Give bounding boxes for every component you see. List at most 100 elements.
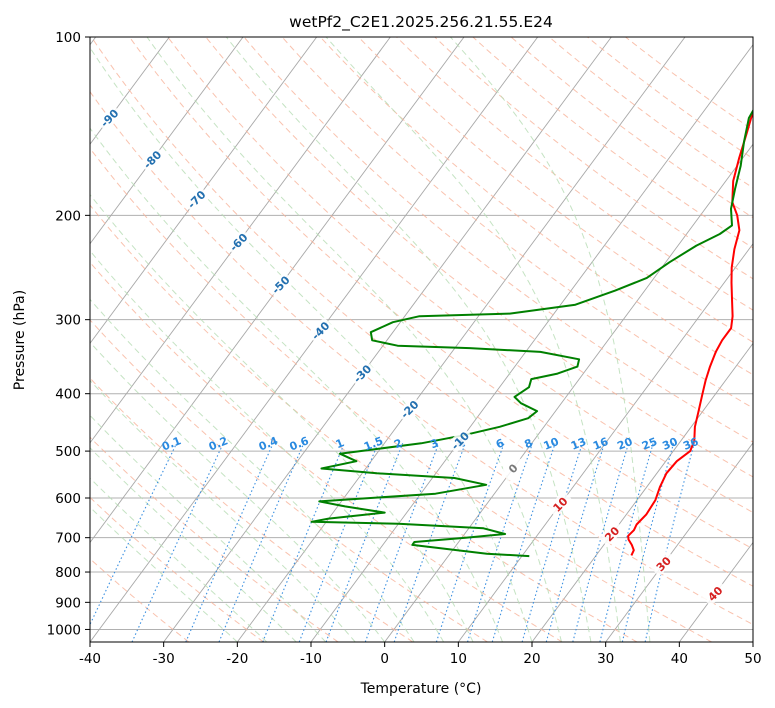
dry-adiabat-line [90, 37, 753, 587]
isotherm-line [163, 37, 612, 642]
x-tick-label: 40 [671, 651, 688, 667]
mixing-ratio-label: 13 [569, 435, 588, 453]
mixing-ratio-label: 20 [615, 435, 634, 453]
mixing-ratio-label: 10 [542, 435, 561, 453]
dry-adiabat-line [358, 37, 753, 343]
isotherm-line [90, 37, 391, 444]
moist-adiabat-line [450, 37, 651, 642]
y-tick-label: 900 [55, 595, 81, 611]
isotherm-label-bg [396, 395, 423, 423]
plot-frame [89, 36, 754, 643]
mixing-ratio-label: 36 [681, 435, 700, 453]
moist-adiabat-line [90, 298, 415, 642]
mixing-ratio-line [491, 443, 556, 642]
isotherm-label-bg [183, 185, 210, 213]
chart-title: wetPf2_C2E1.2025.256.21.55.E24 [289, 13, 553, 32]
dry-adiabat-line [396, 37, 753, 311]
y-tick-label: 700 [55, 531, 81, 547]
isotherm-line [90, 37, 170, 146]
x-tick-label: -30 [153, 651, 175, 667]
isotherm-label: 0 [499, 455, 526, 482]
y-tick-label: 600 [55, 491, 81, 507]
mixing-ratio-line [131, 443, 224, 642]
dry-adiabat-line [167, 37, 753, 514]
isotherm-line [605, 442, 753, 642]
mixing-ratio-line [545, 443, 605, 642]
mixing-ratio-label: 25 [640, 435, 659, 453]
mixing-ratio-line [393, 443, 466, 642]
axes: -40 -30 -20 -10 0 10 20 30 40 5010020030040050060… [47, 30, 762, 667]
mixing-ratio-label: 16 [591, 435, 610, 453]
x-tick-label: 20 [523, 651, 540, 667]
dry-adiabat-line [90, 377, 414, 642]
mixing-ratio-line [466, 443, 534, 642]
moist-adiabat-line [90, 506, 238, 642]
moist-adiabat-line [325, 37, 621, 642]
x-tick-label: -20 [226, 651, 248, 667]
x-axis-label: Temperature (°C) [360, 681, 482, 697]
isotherm-label-bg [225, 228, 252, 255]
isotherm-label-bg [138, 146, 166, 173]
x-tick-label: 30 [597, 651, 614, 667]
isotherm-line [310, 43, 753, 642]
isotherm-line [90, 37, 465, 544]
y-tick-label: 200 [55, 208, 81, 224]
mixing-ratio-label: 8 [523, 436, 535, 451]
moist-adiabat-line [225, 37, 592, 642]
mixing-ratio-label: 3 [429, 436, 441, 451]
mixing-ratio-line [621, 443, 675, 642]
x-tick-label: -10 [300, 651, 322, 667]
dry-adiabat-line [90, 261, 563, 642]
mixing-ratio-line [521, 443, 583, 642]
mixing-ratio-line [435, 443, 505, 642]
dry-adiabat-line [319, 37, 753, 376]
moist-adiabat-line [90, 127, 503, 642]
isotherm-label-bg [95, 104, 123, 131]
isotherm-label-bg [546, 490, 573, 518]
mixing-ratio-label: 30 [661, 435, 680, 453]
moist-adiabat-line [146, 37, 562, 642]
mixing-ratio-label: 1 [334, 436, 346, 451]
mixing-ratio-line [90, 443, 178, 626]
x-tick-label: 0 [380, 651, 389, 667]
isotherm-label-bg [267, 271, 294, 298]
isotherm-line [90, 37, 244, 245]
mixing-ratio-line [599, 443, 654, 642]
isotherm-label-bg [701, 580, 728, 607]
isotherm-line [236, 37, 686, 642]
y-tick-label: 800 [55, 565, 81, 581]
isotherm-label-bg [446, 427, 473, 454]
mixing-ratio-line [644, 443, 695, 642]
moist-adiabat-line [90, 447, 297, 642]
isotherm-label-bg [307, 317, 334, 344]
y-tick-label: 400 [55, 387, 81, 403]
moist-adiabat-line [90, 414, 327, 642]
isotherm-label-bg [348, 360, 375, 387]
dry-adiabat-line [129, 37, 753, 550]
y-tick-label: 1000 [47, 622, 81, 638]
isotherm-line [384, 143, 753, 642]
isotherm-line [90, 37, 318, 345]
x-tick-label: -40 [79, 651, 101, 667]
dry-adiabat-line [90, 204, 638, 642]
moist-adiabat-line [90, 379, 356, 642]
mixing-ratio-line [298, 443, 379, 642]
x-tick-label: 10 [450, 651, 467, 667]
y-axis-label: Pressure (hPa) [12, 290, 28, 390]
dry-adiabat-line [90, 90, 753, 626]
mixing-ratio-line [262, 443, 345, 642]
mixing-ratio-line [572, 443, 630, 642]
dry-adiabat-line [90, 147, 712, 642]
moist-adiabat-line [90, 477, 268, 642]
isotherm-label-bg [598, 520, 625, 547]
y-tick-label: 100 [55, 30, 81, 46]
isotherm-label-bg [650, 550, 677, 577]
y-tick-label: 500 [55, 444, 81, 460]
dewpoint-profile-line [310, 108, 753, 558]
x-tick-label: 50 [744, 651, 761, 667]
moist-adiabat-line [90, 341, 386, 642]
series-layer [310, 108, 753, 558]
y-tick-label: 300 [55, 313, 81, 329]
